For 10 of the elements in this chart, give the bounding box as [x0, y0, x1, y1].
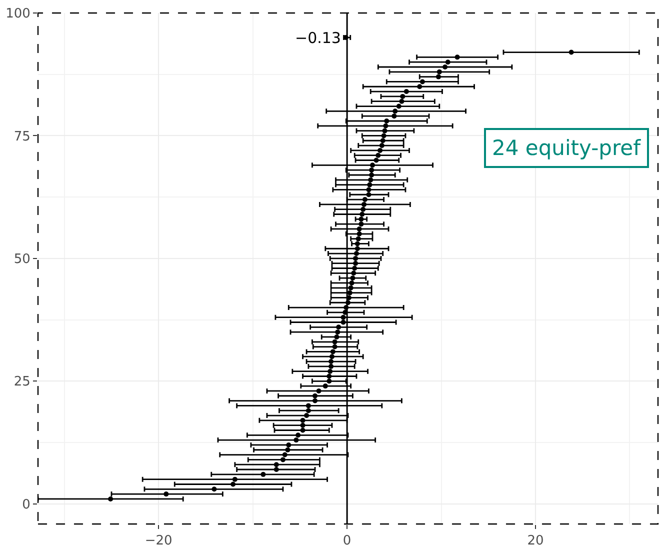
- y-tick-label: 0: [22, 497, 30, 512]
- x-tick-label: 20: [527, 534, 544, 549]
- y-tick-label: 100: [6, 6, 30, 22]
- y-tick-label: 25: [14, 374, 30, 390]
- x-tick-label: −20: [144, 534, 172, 549]
- y-tick-label: 75: [14, 129, 30, 144]
- annotation: 24 equity-pref: [492, 136, 642, 160]
- x-tick-label: 0: [342, 534, 352, 549]
- y-tick-label: 50: [14, 252, 30, 267]
- annotation: −0.13: [295, 29, 341, 47]
